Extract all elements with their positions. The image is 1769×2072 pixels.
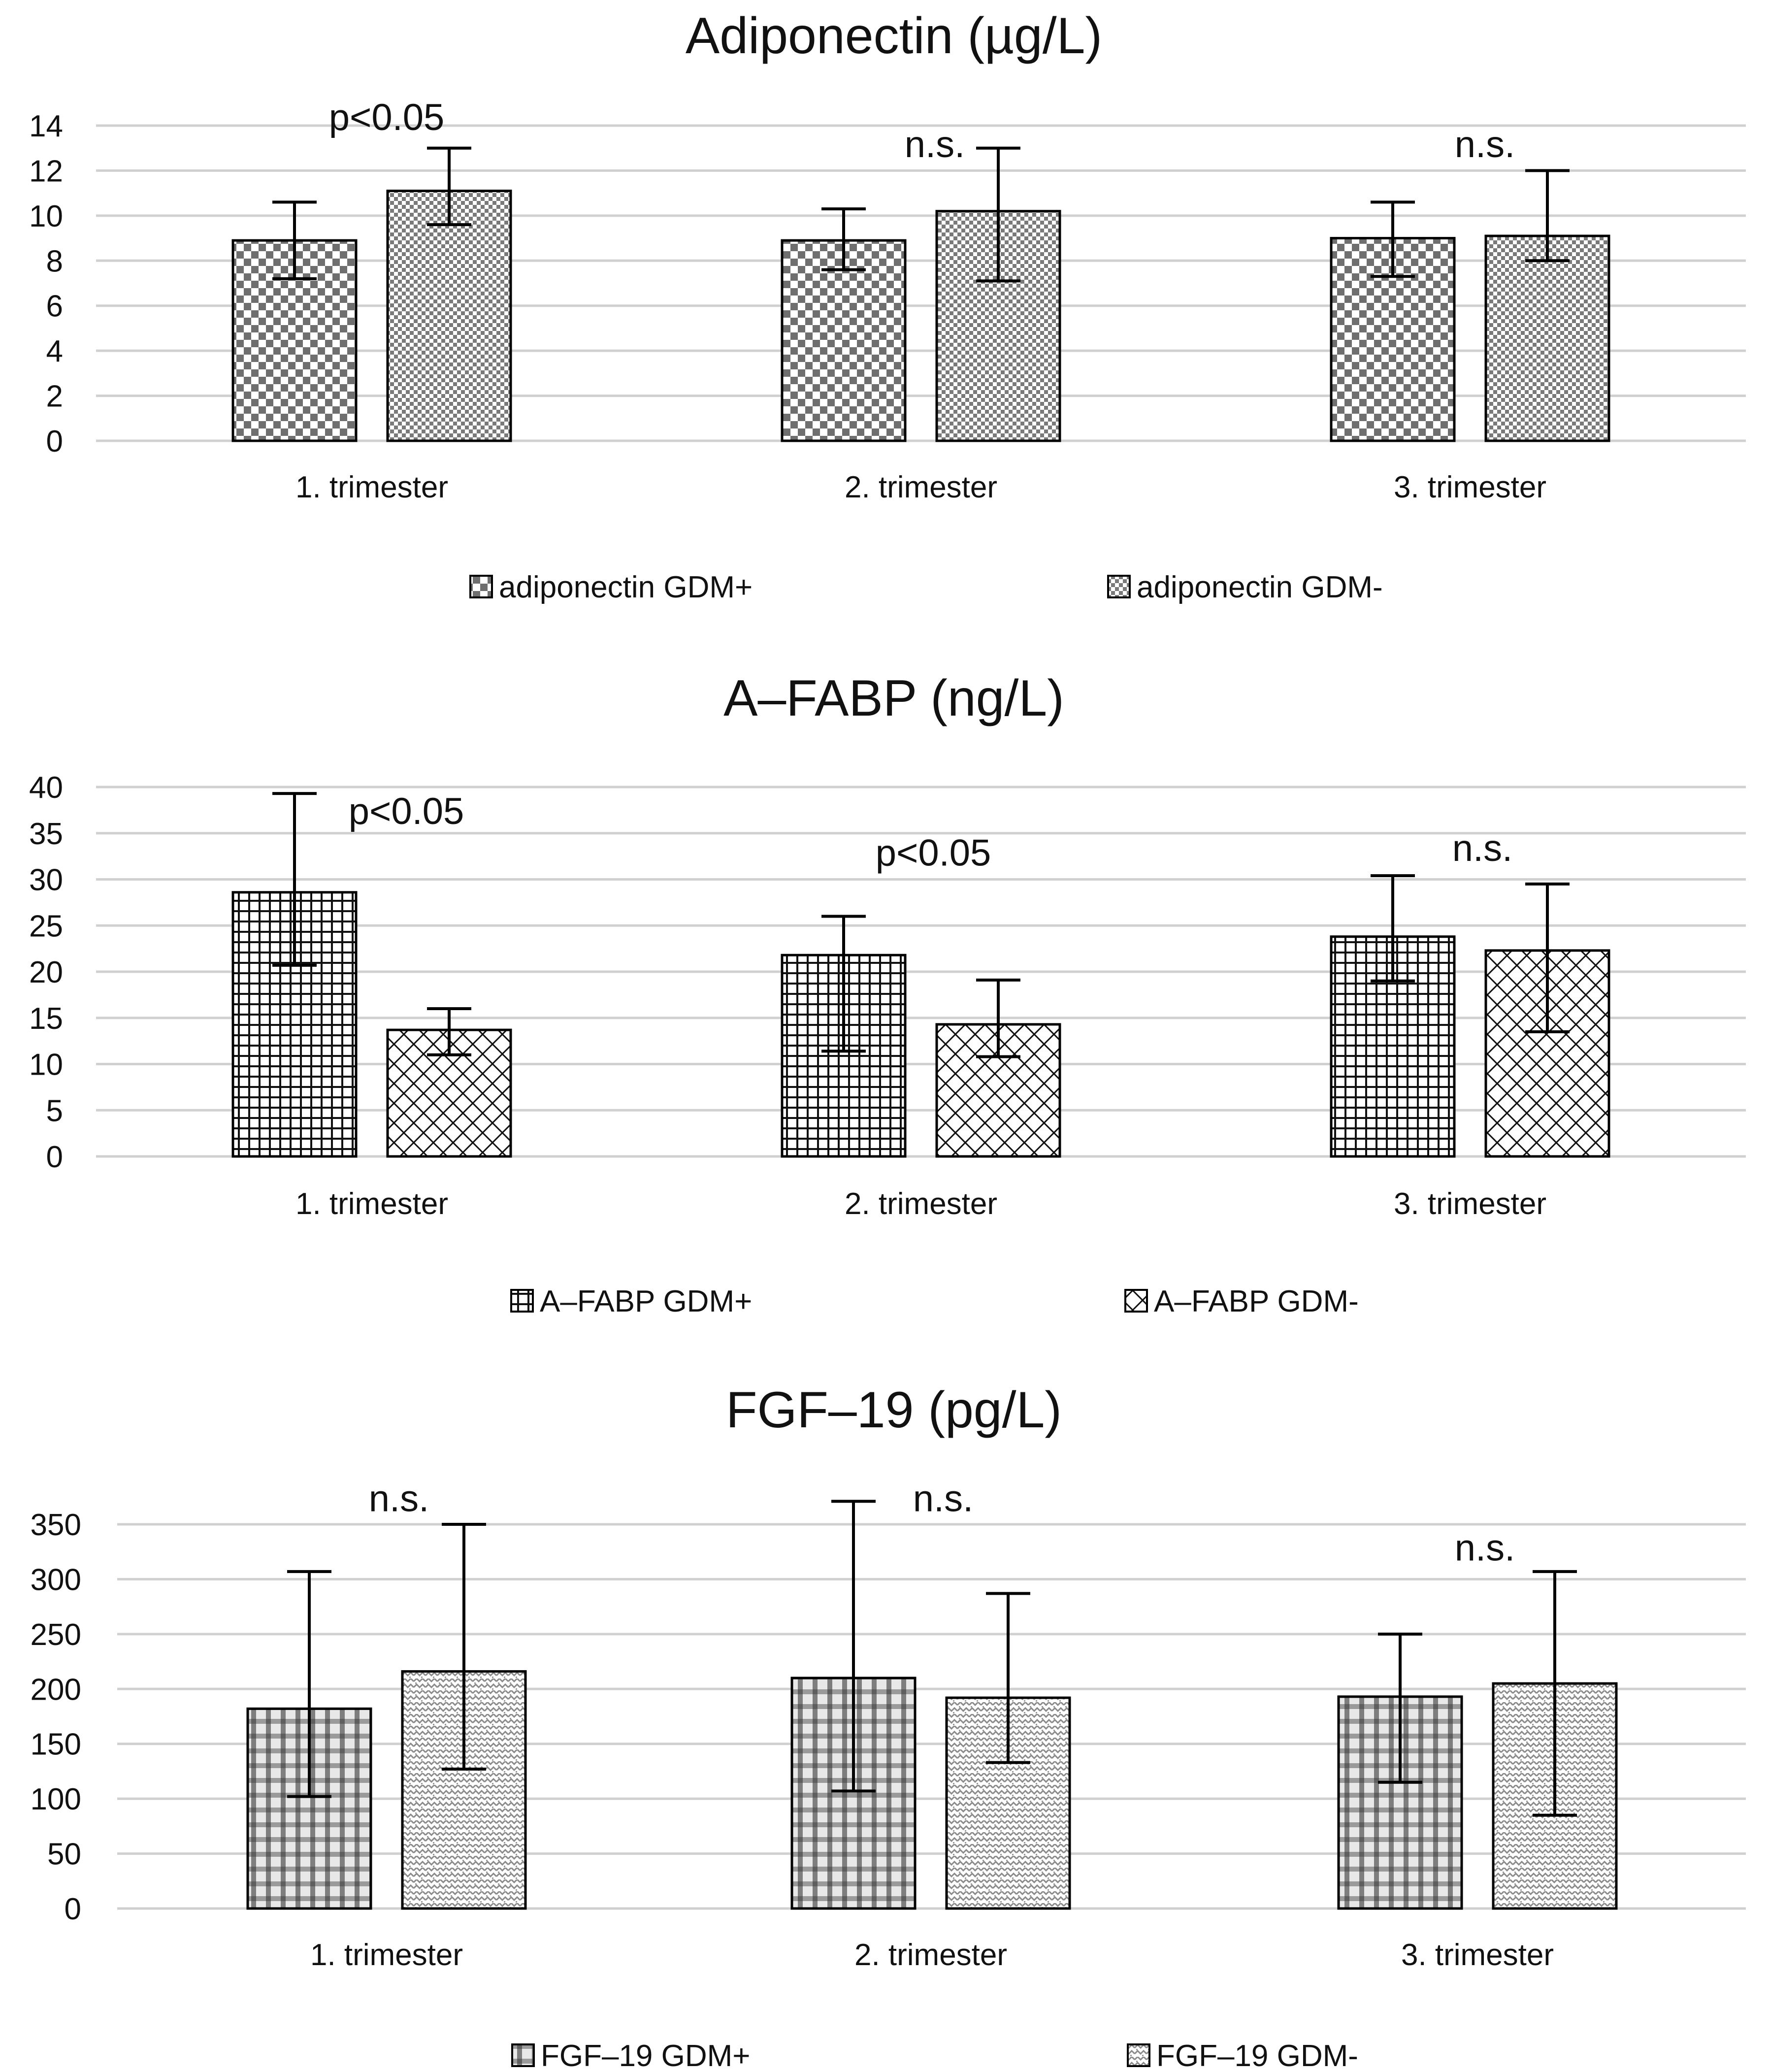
y-tick-label: 300 <box>31 1563 81 1597</box>
significance-label: n.s. <box>1455 124 1515 165</box>
significance-label: n.s. <box>1455 1527 1515 1569</box>
chart-title: FGF–19 (pg/L) <box>726 1381 1062 1439</box>
legend-label: FGF–19 GDM- <box>1156 2039 1358 2072</box>
chart-title: Adiponectin (µg/L) <box>686 7 1102 65</box>
significance-label: n.s. <box>369 1478 429 1519</box>
x-tick-label: 3. trimester <box>1394 470 1546 504</box>
y-tick-label: 250 <box>31 1618 81 1652</box>
significance-label: n.s. <box>905 124 965 165</box>
y-tick-label: 20 <box>29 955 63 989</box>
y-tick-label: 6 <box>46 290 63 324</box>
y-tick-label: 5 <box>46 1094 63 1128</box>
legend-swatch <box>469 575 493 598</box>
x-tick-label: 2. trimester <box>845 470 997 504</box>
chart-panel-1: Adiponectin (µg/L) 0 2 4 6 8 10 12 14 1. trimeste… <box>29 7 1746 604</box>
legend-swatch <box>1127 2043 1150 2067</box>
legend-swatch <box>1107 575 1131 598</box>
legend-label: A–FABP GDM- <box>1154 1284 1359 1318</box>
legend-swatch <box>1124 1289 1148 1313</box>
bar <box>935 210 1061 442</box>
x-tick-label: 1. trimester <box>295 470 448 504</box>
y-tick-label: 40 <box>29 771 63 805</box>
y-tick-label: 0 <box>46 1140 63 1174</box>
y-tick-label: 0 <box>65 1892 81 1926</box>
legend-swatch <box>510 1289 534 1313</box>
significance-label: p<0.05 <box>329 97 445 138</box>
y-tick-label: 10 <box>29 1048 63 1082</box>
x-tick-label: 2. trimester <box>845 1187 997 1221</box>
y-tick-label: 15 <box>29 1002 63 1036</box>
y-tick-label: 50 <box>47 1838 81 1872</box>
x-tick-label: 1. trimester <box>310 1938 463 1972</box>
y-tick-label: 4 <box>46 334 63 368</box>
y-tick-label: 8 <box>46 244 63 278</box>
y-tick-label: 0 <box>46 425 63 459</box>
legend-label: adiponectin GDM- <box>1137 570 1383 604</box>
x-tick-label: 3. trimester <box>1401 1938 1554 1972</box>
bar <box>386 190 512 442</box>
legend-swatch <box>511 2043 535 2067</box>
y-tick-label: 100 <box>31 1782 81 1816</box>
x-tick-label: 2. trimester <box>854 1938 1007 1972</box>
legend-label: adiponectin GDM+ <box>499 570 753 604</box>
chart-panel-3: FGF–19 (pg/L) 0 50 100 150 200 250 300 350 1. tri… <box>31 1381 1746 2072</box>
x-tick-label: 3. trimester <box>1394 1187 1546 1221</box>
legend-label: A–FABP GDM+ <box>540 1284 752 1318</box>
y-tick-label: 35 <box>29 817 63 851</box>
significance-label: n.s. <box>913 1478 974 1519</box>
chart-title: A–FABP (ng/L) <box>723 670 1064 727</box>
legend-label: FGF–19 GDM+ <box>541 2039 751 2072</box>
significance-label: p<0.05 <box>876 832 991 874</box>
y-tick-label: 200 <box>31 1673 81 1707</box>
y-tick-label: 350 <box>31 1508 81 1542</box>
bar <box>781 239 907 442</box>
y-tick-label: 25 <box>29 909 63 943</box>
y-tick-label: 14 <box>29 109 63 143</box>
x-tick-label: 1. trimester <box>295 1187 448 1221</box>
y-tick-label: 10 <box>29 199 63 233</box>
significance-label: p<0.05 <box>349 790 464 832</box>
y-tick-label: 150 <box>31 1728 81 1762</box>
y-tick-label: 2 <box>46 380 63 414</box>
y-tick-label: 12 <box>29 154 63 188</box>
significance-label: n.s. <box>1452 827 1513 869</box>
bar <box>1484 234 1610 442</box>
chart-panel-2: A–FABP (ng/L) 0 5 10 15 20 25 30 35 40 1. trimeste… <box>29 670 1746 1318</box>
y-tick-label: 30 <box>29 863 63 897</box>
